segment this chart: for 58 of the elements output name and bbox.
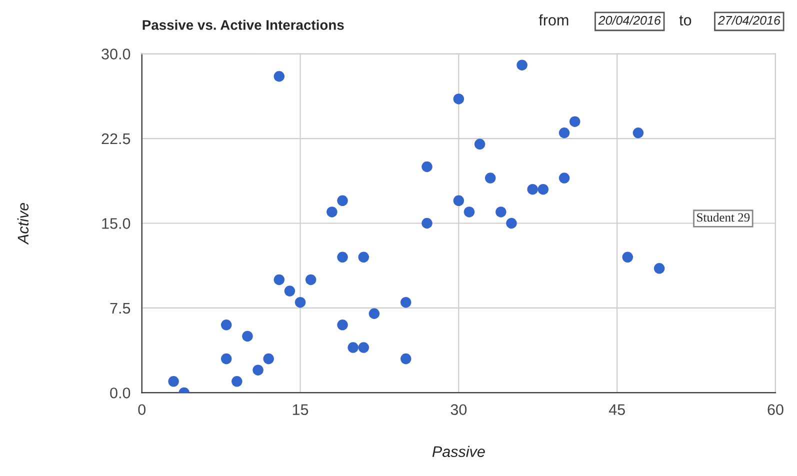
annotation: Student 29 — [697, 212, 750, 222]
point — [474, 138, 486, 150]
point — [348, 342, 358, 353]
point — [274, 274, 285, 286]
point — [284, 286, 296, 296]
point — [274, 71, 285, 82]
point — [358, 252, 370, 263]
point — [263, 353, 274, 364]
point — [305, 274, 316, 286]
y-tick-label: 0.0 — [110, 388, 130, 398]
point — [168, 376, 179, 387]
text: to — [679, 15, 692, 26]
point — [337, 320, 348, 330]
point — [337, 195, 348, 206]
point — [622, 252, 634, 263]
point — [558, 127, 570, 138]
point — [558, 172, 570, 184]
x-tick-label: 45 — [608, 404, 625, 416]
x-tick-label: 30 — [450, 404, 467, 416]
point — [358, 342, 370, 353]
y-tick-label: 22.5 — [102, 133, 130, 144]
y-tick-label: 7.5 — [110, 302, 130, 314]
point — [220, 320, 232, 330]
x-tick-label: 60 — [768, 404, 784, 416]
text: 27/04/2016 — [718, 16, 780, 25]
x-axis-title: Passive — [432, 446, 485, 458]
x-tick-label: 15 — [292, 404, 308, 416]
point — [464, 206, 475, 218]
point — [242, 330, 253, 342]
point — [453, 195, 464, 206]
y-axis-title: Active — [17, 203, 29, 245]
point — [400, 296, 412, 308]
y-tick-label: 15.0 — [102, 218, 130, 229]
point — [569, 116, 580, 127]
point — [496, 206, 506, 218]
point — [506, 218, 517, 229]
point — [632, 127, 644, 138]
text: 20/04/2016 — [598, 16, 661, 25]
point — [220, 353, 232, 364]
text: from — [538, 14, 568, 26]
y-tick-label: 30.0 — [102, 48, 130, 60]
point — [400, 353, 412, 364]
point — [252, 364, 264, 376]
chart-title: Passive vs. Active Interactions — [142, 20, 344, 30]
point — [368, 308, 380, 319]
point — [527, 184, 538, 195]
point — [422, 218, 432, 229]
point — [538, 184, 549, 195]
point — [232, 376, 242, 387]
point — [422, 161, 432, 172]
point — [294, 296, 306, 308]
point — [516, 60, 528, 70]
point — [484, 172, 496, 184]
x-tick-label: 0 — [138, 404, 146, 416]
point — [326, 206, 338, 218]
point — [337, 252, 348, 263]
point — [453, 94, 464, 104]
point — [654, 263, 665, 274]
